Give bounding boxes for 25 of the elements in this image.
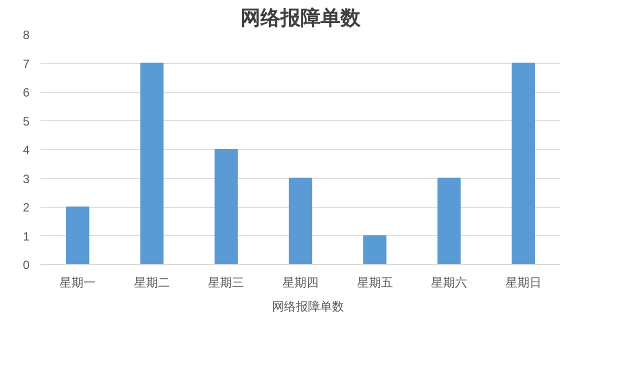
- x-tick-label: 星期三: [208, 276, 244, 290]
- chart-title: 网络报障单数: [240, 6, 362, 30]
- y-tick-label: 4: [22, 143, 30, 157]
- bar: [363, 235, 386, 264]
- x-tick-label: 星期二: [134, 276, 170, 290]
- bar: [512, 62, 535, 264]
- bar: [437, 178, 461, 264]
- bar: [140, 62, 164, 264]
- y-tick-label: 7: [22, 56, 30, 71]
- text: 网络报障单数: [272, 298, 344, 316]
- y-tick-label: 0: [22, 258, 30, 272]
- x-tick-label: 星期日: [505, 276, 542, 290]
- y-tick-label: 2: [22, 200, 30, 214]
- x-tick-label: 星期五: [356, 276, 393, 290]
- x-tick-label: 星期六: [431, 276, 468, 290]
- bar: [214, 149, 238, 264]
- y-tick-label: 8: [22, 28, 30, 42]
- x-tick-label: 星期四: [282, 276, 318, 290]
- y-tick-label: 3: [22, 172, 30, 186]
- y-tick-label: 6: [22, 86, 30, 100]
- bar: [66, 206, 90, 264]
- x-tick-label: 星期一: [60, 276, 96, 290]
- bar: [288, 178, 312, 264]
- y-tick-label: 5: [22, 114, 30, 128]
- y-tick-label: 1: [22, 229, 30, 244]
